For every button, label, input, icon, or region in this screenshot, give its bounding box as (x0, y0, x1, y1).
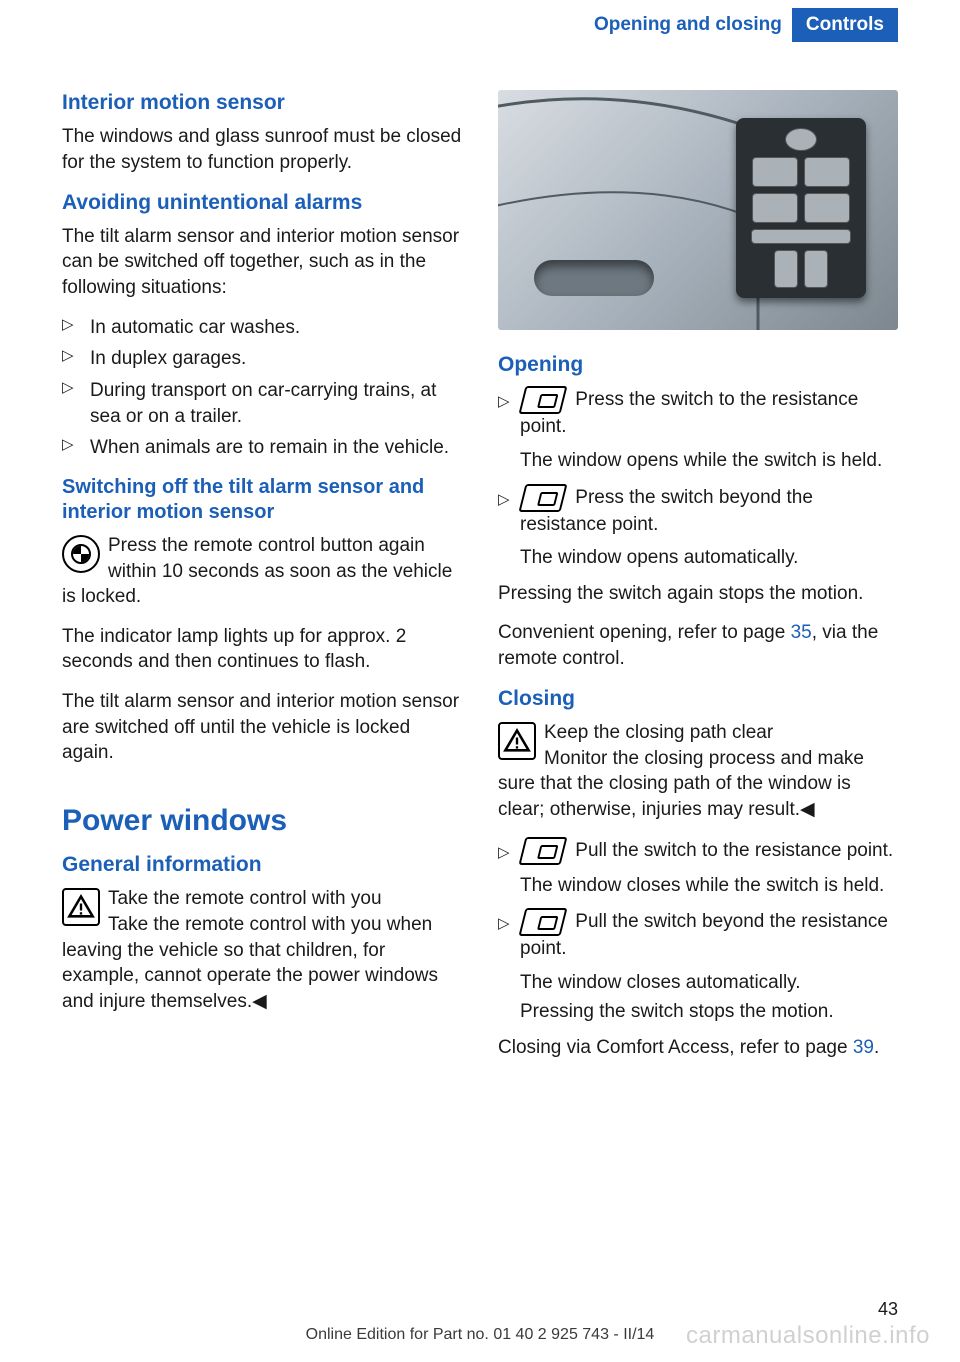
page-link-35[interactable]: 35 (791, 622, 812, 643)
breadcrumb-section: Controls (792, 8, 898, 42)
para-open-convenient: Convenient opening, refer to page 35, vi… (498, 620, 898, 671)
warning-triangle-icon (498, 722, 536, 760)
window-switch-panel (736, 118, 866, 298)
mirror-fold-shape (804, 250, 828, 288)
para-general-lead: Take the remote control with you (108, 888, 382, 909)
para-general-body: Take the remote control with you when le… (62, 914, 438, 1012)
para-avoiding: The tilt alarm sensor and interior motio… (62, 224, 462, 301)
text-fragment: Convenient opening, refer to page (498, 622, 791, 643)
list-item: When animals are to remain in the vehicl… (62, 435, 462, 461)
door-handle-shape (534, 260, 654, 296)
text-fragment: . (874, 1037, 879, 1058)
window-switch-icon (519, 484, 568, 512)
para-close-body: Monitor the closing process and make sur… (498, 748, 864, 820)
list-item: Pull the switch beyond the resistance po… (498, 908, 898, 1025)
left-column: Interior motion sensor The windows and g… (62, 90, 462, 1075)
right-column: Opening Press the switch to the resistan… (498, 90, 898, 1075)
mirror-adjust-shape (751, 229, 851, 244)
open-b1-text: Press the switch to the resistance point… (520, 389, 858, 437)
para-switchoff3: The tilt alarm sensor and interior motio… (62, 689, 462, 766)
content-columns: Interior motion sensor The windows and g… (0, 50, 960, 1075)
open-b1-sub: The window opens while the switch is hel… (520, 448, 898, 474)
page-link-39[interactable]: 39 (853, 1037, 874, 1058)
list-item: Press the switch to the resistance point… (498, 386, 898, 473)
para-close-comfort: Closing via Comfort Access, refer to pag… (498, 1035, 898, 1061)
breadcrumb-chapter: Opening and closing (584, 8, 792, 42)
para-general-warning: Take the remote control with you Take th… (62, 886, 462, 1014)
lock-button-shape (785, 128, 817, 151)
list-item: During transport on car-carrying trains,… (62, 378, 462, 429)
close-b1-sub: The window closes while the switch is he… (520, 873, 898, 899)
list-item: Pull the switch to the resistance point.… (498, 837, 898, 899)
heading-power-windows: Power windows (62, 804, 462, 838)
list-item: In automatic car washes. (62, 315, 462, 341)
page-number: 43 (878, 1299, 898, 1320)
window-switch-icon (519, 908, 568, 936)
list-avoiding: In automatic car washes. In duplex garag… (62, 315, 462, 461)
para-close-lead: Keep the closing path clear (544, 722, 773, 743)
para-interior: The windows and glass sunroof must be cl… (62, 124, 462, 175)
para-closing-warning: Keep the closing path clear Monitor the … (498, 720, 898, 823)
list-opening: Press the switch to the resistance point… (498, 386, 898, 571)
mirror-fold-shape (774, 250, 798, 288)
close-b2-text: Pull the switch beyond the resistance po… (520, 911, 888, 959)
para-switchoff1: Press the remote control button again wi… (62, 535, 452, 607)
heading-opening: Opening (498, 352, 898, 378)
warning-triangle-icon (62, 888, 100, 926)
heading-avoiding-alarms: Avoiding unintentional alarms (62, 190, 462, 216)
heading-closing: Closing (498, 686, 898, 712)
list-item: Press the switch beyond the resistance p… (498, 484, 898, 571)
open-b2-sub: The window opens automatically. (520, 545, 898, 571)
close-b2-sub2: Pressing the switch stops the motion. (520, 999, 898, 1025)
para-open-stop: Pressing the switch again stops the moti… (498, 581, 898, 607)
list-closing: Pull the switch to the resistance point.… (498, 837, 898, 1026)
window-switch-shape (804, 193, 850, 223)
door-controls-figure (498, 90, 898, 330)
header-bar: Opening and closing Controls (0, 0, 960, 50)
close-b2-sub1: The window closes automatically. (520, 970, 898, 996)
heading-switching-off: Switching off the tilt alarm sensor and … (62, 475, 462, 525)
window-switch-icon (519, 386, 568, 414)
window-switch-icon (519, 837, 568, 865)
close-b1-text: Pull the switch to the resistance point. (570, 840, 893, 861)
heading-general-info: General information (62, 852, 462, 878)
bmw-roundel-icon (62, 535, 100, 573)
para-switchoff2: The indicator lamp lights up for approx.… (62, 624, 462, 675)
list-item: In duplex garages. (62, 346, 462, 372)
heading-interior-motion: Interior motion sensor (62, 90, 462, 116)
watermark-text: carmanualsonline.info (686, 1322, 930, 1350)
window-switch-shape (804, 157, 850, 187)
window-switch-shape (752, 157, 798, 187)
window-switch-shape (752, 193, 798, 223)
text-fragment: Closing via Comfort Access, refer to pag… (498, 1037, 853, 1058)
para-switchoff-icon: Press the remote control button again wi… (62, 533, 462, 610)
